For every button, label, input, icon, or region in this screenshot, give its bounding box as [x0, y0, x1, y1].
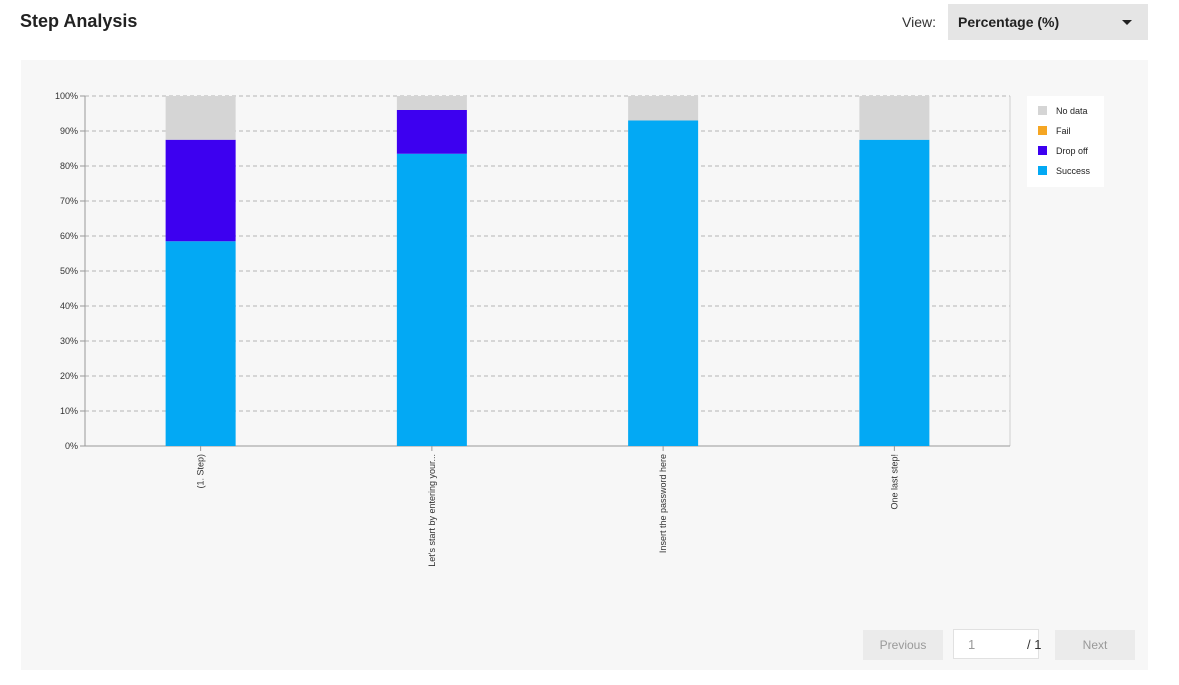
bar-success	[628, 120, 699, 446]
legend-label: No data	[1056, 106, 1088, 116]
bar-no-data	[165, 96, 236, 140]
y-tick-label: 0%	[65, 441, 78, 451]
bar-no-data	[396, 96, 467, 110]
legend-swatch	[1038, 146, 1047, 155]
step-analysis-chart: 0% 10% 20% 30% 40% 50% 60% 70% 80% 90% 100% (1. Ste…	[55, 91, 1104, 567]
view-select-value: Percentage (%)	[958, 14, 1060, 30]
page-number-input[interactable]	[953, 629, 1039, 659]
chevron-down-icon	[1122, 19, 1132, 25]
bar-success	[396, 153, 467, 446]
y-tick-label: 80%	[60, 161, 78, 171]
x-tick-label: Let's start by entering your...	[427, 454, 437, 567]
legend-label: Success	[1056, 166, 1091, 176]
previous-button[interactable]: Previous	[863, 630, 943, 660]
x-tick-label: Insert the password here	[658, 454, 668, 553]
y-tick-label: 70%	[60, 196, 78, 206]
bar-drop-off	[396, 110, 467, 154]
next-button[interactable]: Next	[1055, 630, 1135, 660]
legend-label: Drop off	[1056, 146, 1088, 156]
y-tick-label: 60%	[60, 231, 78, 241]
y-tick-label: 30%	[60, 336, 78, 346]
y-tick-label: 100%	[55, 91, 78, 101]
legend-swatch	[1038, 126, 1047, 135]
bar-success	[165, 241, 236, 446]
bar-no-data	[628, 96, 699, 121]
chart-panel: 0% 10% 20% 30% 40% 50% 60% 70% 80% 90% 100% (1. Ste…	[21, 60, 1148, 670]
y-tick-label: 50%	[60, 266, 78, 276]
y-tick-label: 40%	[60, 301, 78, 311]
legend-swatch	[1038, 166, 1047, 175]
page-total: / 1	[1027, 637, 1042, 652]
x-tick-label: (1. Step)	[196, 454, 206, 489]
x-tick-label: One last step!	[889, 454, 899, 510]
bar-drop-off	[165, 139, 236, 242]
y-tick-label: 10%	[60, 406, 78, 416]
legend-swatch	[1038, 106, 1047, 115]
bar-success	[859, 139, 930, 446]
y-tick-label: 90%	[60, 126, 78, 136]
legend-label: Fail	[1056, 126, 1071, 136]
y-tick-label: 20%	[60, 371, 78, 381]
bar-no-data	[859, 96, 930, 140]
view-select[interactable]: Percentage (%)	[948, 4, 1148, 40]
page-title: Step Analysis	[20, 11, 138, 31]
view-label: View:	[902, 14, 936, 30]
